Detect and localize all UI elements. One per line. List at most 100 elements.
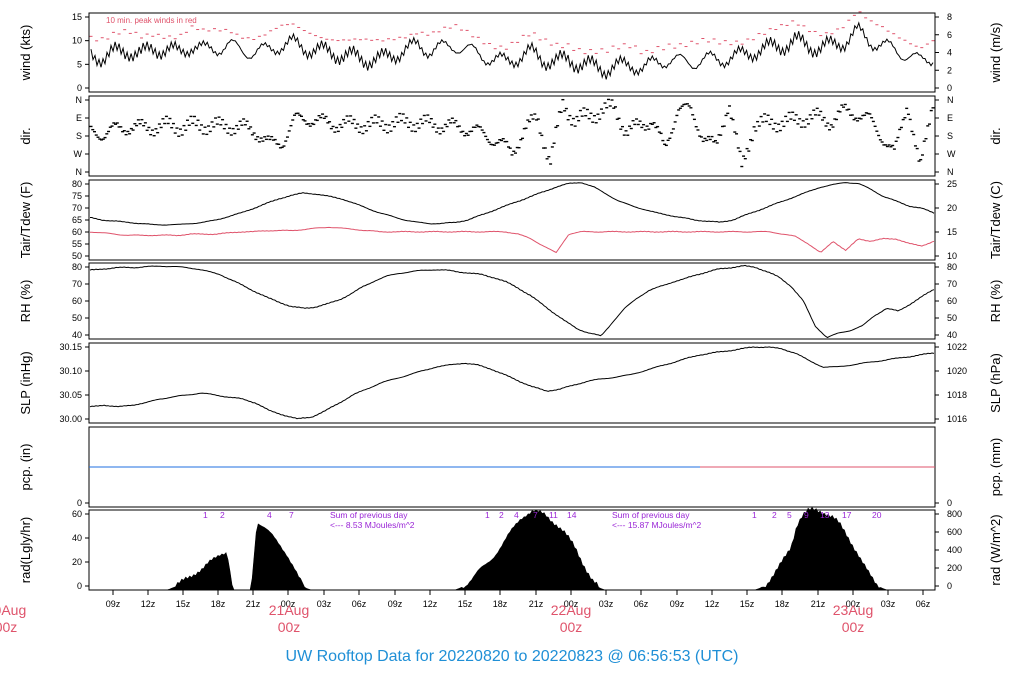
y-tick-label: 40 — [72, 330, 82, 340]
rad-hour-mark: 1 — [752, 510, 757, 520]
x-day-label: 21Aug — [269, 602, 309, 618]
x-tick-label: 00z — [564, 599, 579, 609]
y-tick-label: 50 — [72, 313, 82, 323]
y-tick-label-right: 800 — [947, 509, 962, 519]
y-tick-label-right: 200 — [947, 563, 962, 573]
y-tick-label: 30.10 — [59, 366, 82, 376]
y-tick-label: 10 — [72, 36, 82, 46]
panel-frame — [88, 262, 936, 340]
y-tick-label: 55 — [72, 239, 82, 249]
x-tick-label: 15z — [458, 599, 473, 609]
wind-annotation: 10 min. peak winds in red — [106, 16, 197, 25]
y-tick-label: E — [76, 113, 82, 123]
y-tick-label: 60 — [72, 509, 82, 519]
y-axis-label-right: pcp. (mm) — [988, 438, 1003, 497]
rad-hour-mark: 2 — [772, 510, 777, 520]
y-tick-label-right: 0 — [947, 498, 952, 508]
rad-hour-mark: 11 — [549, 510, 558, 520]
panel-frame — [88, 342, 936, 424]
y-tick-label: S — [76, 131, 82, 141]
rad-hour-mark: 1 — [203, 510, 208, 520]
wind-series-line — [90, 21, 934, 80]
y-tick-label-right: E — [947, 113, 953, 123]
y-tick-label: 80 — [72, 179, 82, 189]
y-tick-label: 30.00 — [59, 414, 82, 424]
y-tick-label: 60 — [72, 227, 82, 237]
rad-hour-mark: 4 — [267, 510, 272, 520]
y-axis-label-right: dir. — [988, 127, 1003, 144]
y-tick-label-right: 4 — [947, 48, 952, 58]
x-tick-label: 09z — [106, 599, 121, 609]
y-tick-label: 70 — [72, 203, 82, 213]
x-tick-label: 12z — [141, 599, 156, 609]
rad-hour-mark: 17 — [842, 510, 852, 520]
y-tick-label-right: 1018 — [947, 390, 967, 400]
rad-annotation: <--- 15.87 MJoules/m^2 — [612, 520, 702, 530]
rad-hour-mark: 13 — [820, 510, 830, 520]
x-tick-label: 21z — [246, 599, 261, 609]
y-axis-label: pcp. (in) — [18, 444, 33, 491]
x-day-label: 23Aug — [833, 602, 873, 618]
y-tick-label: N — [76, 95, 83, 105]
y-tick-label-right: 1022 — [947, 342, 967, 352]
y-tick-label-right: 50 — [947, 313, 957, 323]
rad-hour-mark: 14 — [567, 510, 577, 520]
x-tick-label: 06z — [916, 599, 931, 609]
x-day-label: 22Aug — [551, 602, 591, 618]
rad-hour-mark: 1 — [485, 510, 490, 520]
panel-pcp: 0 0 pcp. (in) pcp. (mm) — [18, 426, 1003, 508]
rad-hour-mark: 7 — [289, 510, 294, 520]
x-tick-label: 18z — [211, 599, 226, 609]
y-tick-label: 75 — [72, 191, 82, 201]
x-day-hour: 00z — [0, 619, 17, 635]
y-tick-label-right: N — [947, 167, 954, 177]
x-tick-label: 06z — [634, 599, 649, 609]
panel-frame — [88, 95, 936, 177]
rad-annotation: Sum of previous day — [612, 510, 690, 520]
x-tick-label: 00z — [846, 599, 861, 609]
x-tick-label: 18z — [775, 599, 790, 609]
x-tick-label: 21z — [811, 599, 826, 609]
y-tick-label-right: 70 — [947, 279, 957, 289]
x-tick-label: 12z — [423, 599, 438, 609]
page-title: UW Rooftop Data for 20220820 to 20220823… — [285, 648, 739, 665]
y-tick-label-right: 2 — [947, 65, 952, 75]
y-tick-label: N — [76, 167, 83, 177]
y-tick-label: 30.15 — [59, 342, 82, 352]
rad-hour-mark: 5 — [787, 510, 792, 520]
rad-area — [89, 506, 935, 591]
y-axis-label: Tair/Tdew (F) — [18, 182, 33, 259]
y-tick-label-right: 0 — [947, 581, 952, 591]
x-day-label: 20Aug — [0, 602, 26, 618]
rad-hour-mark: 2 — [499, 510, 504, 520]
rad-annotation: Sum of previous day — [330, 510, 408, 520]
y-axis-label: dir. — [18, 127, 33, 144]
rad-hour-mark: 2 — [220, 510, 225, 520]
rad-annotation: <--- 8.53 MJoules/m^2 — [330, 520, 415, 530]
panel-slp: 30.00 30.05 30.10 30.15 1016 1018 1020 1022 SLP … — [18, 342, 1003, 424]
temp-series-0 — [90, 182, 935, 226]
x-tick-label: 18z — [493, 599, 508, 609]
y-tick-label-right: 8 — [947, 12, 952, 22]
y-tick-label-right: 0 — [947, 83, 952, 93]
rad-hour-mark: 7 — [533, 510, 538, 520]
y-axis-label: rad(Lgly/hr) — [18, 517, 33, 583]
y-tick-label: 70 — [72, 279, 82, 289]
x-tick-label: 03z — [881, 599, 896, 609]
y-tick-label-right: 6 — [947, 30, 952, 40]
rad-hour-mark: 9 — [804, 510, 809, 520]
x-day-hour: 00z — [842, 619, 865, 635]
y-tick-label: 65 — [72, 215, 82, 225]
x-tick-label: 09z — [670, 599, 685, 609]
x-tick-label: 09z — [388, 599, 403, 609]
x-tick-label: 12z — [705, 599, 720, 609]
y-tick-label: 5 — [77, 59, 82, 69]
y-axis-label-right: Tair/Tdew (C) — [988, 181, 1003, 259]
y-tick-label: W — [74, 149, 83, 159]
y-tick-label-right: S — [947, 131, 953, 141]
y-tick-label-right: 400 — [947, 545, 962, 555]
y-axis-label: SLP (inHg) — [18, 351, 33, 414]
y-axis-label-right: SLP (hPa) — [988, 353, 1003, 413]
